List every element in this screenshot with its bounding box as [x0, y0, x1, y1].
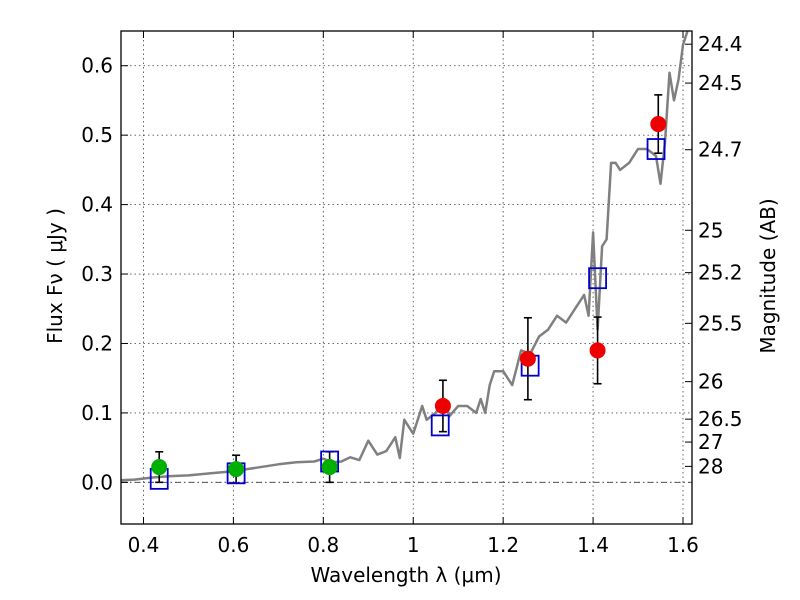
x-tick-label: 0.4 — [128, 533, 160, 557]
observed-flux-point — [589, 342, 606, 359]
magnitude-tick-label: 25.2 — [698, 261, 743, 285]
y-tick-label: 0.5 — [81, 123, 113, 147]
x-tick-label: 1.6 — [667, 533, 699, 557]
y-tick-label: 0.3 — [81, 262, 113, 286]
observed-flux-point — [519, 350, 536, 367]
model-flux-square — [588, 267, 607, 290]
x-tick-label: 0.8 — [307, 533, 339, 557]
magnitude-tick-label: 28 — [698, 454, 723, 478]
x-tick-label: 0.6 — [217, 533, 249, 557]
magnitude-tick-label: 24.5 — [698, 71, 743, 95]
grid-layer — [121, 31, 692, 524]
x-tick-label: 1.4 — [577, 533, 609, 557]
y-axis-title: Flux Fν ( μJy ) — [43, 208, 67, 344]
tick-label-layer: 0.4 0.6 0.8 1 1.2 1.4 1.6 0.0 0.1 0.2 0.3 0.4 0.5 0.6… — [81, 32, 742, 557]
x-tick-label: 1 — [407, 533, 420, 557]
right-axis-title: Magnitude (AB) — [756, 198, 780, 353]
tick-layer — [121, 31, 692, 524]
model-flux-square — [646, 138, 666, 160]
observed-flux-point — [434, 397, 451, 414]
observed-flux-point — [321, 459, 338, 476]
observed-flux-point — [151, 459, 168, 476]
y-tick-label: 0.4 — [81, 193, 113, 217]
observed-flux-point — [228, 461, 245, 478]
observed-flux-point — [650, 116, 667, 133]
magnitude-tick-label: 27 — [698, 430, 723, 454]
magnitude-tick-label: 26 — [698, 370, 723, 394]
magnitude-tick-label: 24.4 — [698, 32, 743, 56]
y-tick-label: 0.6 — [81, 54, 113, 78]
magnitude-tick-label: 26.5 — [698, 407, 743, 431]
plot-area — [120, 30, 693, 525]
magnitude-tick-label: 25 — [698, 218, 723, 242]
observed-point-layer — [151, 116, 667, 478]
magnitude-tick-label: 25.5 — [698, 311, 743, 335]
y-tick-label: 0.0 — [81, 470, 113, 494]
model-flux-square — [430, 414, 450, 437]
magnitude-tick-label: 24.7 — [698, 138, 743, 162]
x-axis-title: Wavelength λ (μm) — [310, 563, 501, 587]
x-tick-label: 1.2 — [487, 533, 519, 557]
y-tick-label: 0.1 — [81, 401, 113, 425]
y-tick-label: 0.2 — [81, 331, 113, 355]
